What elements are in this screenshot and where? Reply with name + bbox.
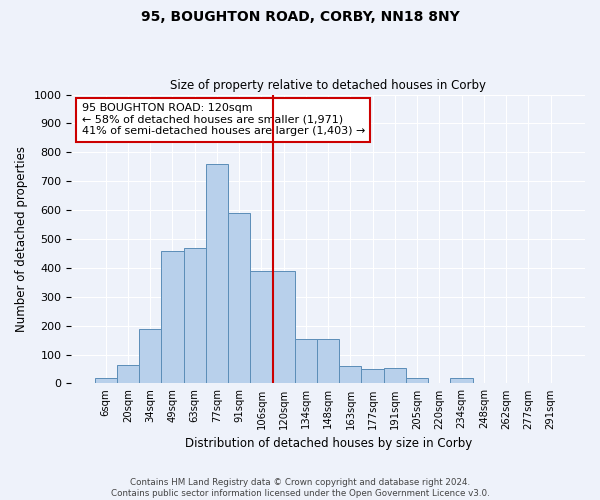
Text: 95 BOUGHTON ROAD: 120sqm
← 58% of detached houses are smaller (1,971)
41% of sem: 95 BOUGHTON ROAD: 120sqm ← 58% of detach…	[82, 103, 365, 136]
Bar	[295, 338, 317, 384]
Bar	[361, 369, 384, 384]
Text: Contains HM Land Registry data © Crown copyright and database right 2024.
Contai: Contains HM Land Registry data © Crown c…	[110, 478, 490, 498]
Y-axis label: Number of detached properties: Number of detached properties	[15, 146, 28, 332]
Bar	[451, 378, 473, 384]
Bar	[206, 164, 228, 384]
Bar	[139, 328, 161, 384]
Bar	[250, 271, 272, 384]
X-axis label: Distribution of detached houses by size in Corby: Distribution of detached houses by size …	[185, 437, 472, 450]
Bar	[184, 248, 206, 384]
Bar	[339, 366, 361, 384]
Bar	[317, 338, 339, 384]
Title: Size of property relative to detached houses in Corby: Size of property relative to detached ho…	[170, 79, 486, 92]
Bar	[228, 213, 250, 384]
Bar	[117, 364, 139, 384]
Bar	[406, 378, 428, 384]
Bar	[384, 368, 406, 384]
Bar	[161, 250, 184, 384]
Bar	[95, 378, 117, 384]
Bar	[272, 271, 295, 384]
Text: 95, BOUGHTON ROAD, CORBY, NN18 8NY: 95, BOUGHTON ROAD, CORBY, NN18 8NY	[140, 10, 460, 24]
